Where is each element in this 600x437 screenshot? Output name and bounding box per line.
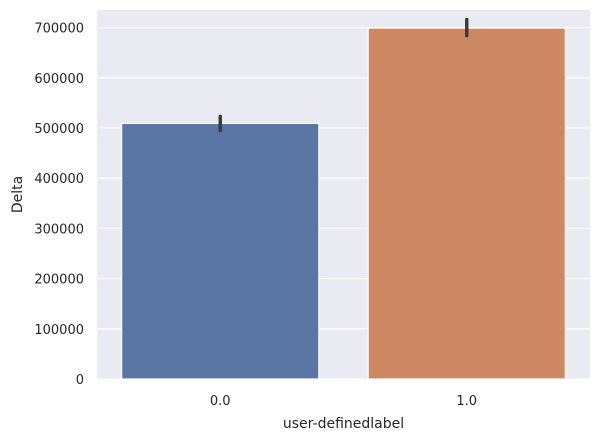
y-tick-label: 700000 <box>34 22 84 37</box>
x-axis-label: user-definedlabel <box>283 416 404 432</box>
x-tick-label: 1.0 <box>456 394 477 409</box>
y-tick-label: 100000 <box>34 323 84 338</box>
y-tick-label: 600000 <box>34 72 84 87</box>
bar-0.0 <box>121 122 320 380</box>
y-tick-label: 500000 <box>34 122 84 137</box>
bars <box>121 27 566 380</box>
x-tick-labels: 0.0 1.0 <box>210 394 477 409</box>
y-tick-label: 200000 <box>34 273 84 288</box>
x-tick-label: 0.0 <box>210 394 231 409</box>
y-tick-label: 300000 <box>34 222 84 237</box>
y-tick-label: 400000 <box>34 172 84 187</box>
y-axis-label: Delta <box>10 176 26 213</box>
y-tick-labels: 0 100000 200000 300000 400000 500000 600000 700… <box>34 22 84 388</box>
bar-1.0 <box>367 27 566 380</box>
y-tick-label: 0 <box>76 373 84 388</box>
error-bars <box>218 17 469 133</box>
